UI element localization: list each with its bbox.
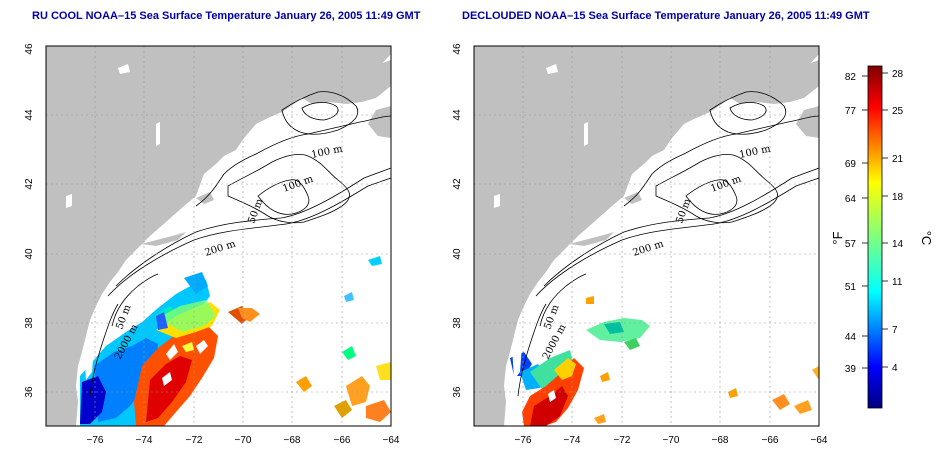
fahrenheit-tick-labels: 82 77 69 64 57 51 44 39	[845, 72, 857, 375]
lat-tick-label: 36	[24, 386, 35, 398]
colorbar-gradient	[867, 65, 883, 409]
lat-tick-label: 44	[452, 109, 463, 121]
lon-tick-label: −70	[235, 435, 252, 446]
fahrenheit-tick: 77	[845, 106, 857, 117]
fahrenheit-tick: 44	[845, 332, 857, 343]
fahrenheit-tick: 51	[845, 282, 857, 293]
right-grid	[474, 46, 819, 426]
lat-tick-label: 44	[24, 109, 35, 121]
lon-tick-label: −66	[762, 435, 779, 446]
celsius-unit-label: °C	[919, 231, 934, 246]
lat-tick-label: 40	[24, 248, 35, 260]
lon-tick-label: −64	[811, 435, 828, 446]
lon-tick-label: −64	[383, 435, 400, 446]
lon-tick-label: −68	[712, 435, 729, 446]
lat-tick-label: 46	[24, 43, 35, 55]
celsius-tick: 25	[892, 106, 904, 117]
right-map-frame	[473, 45, 820, 427]
celsius-tick: 21	[892, 154, 904, 165]
celsius-tick: 18	[892, 192, 904, 203]
left-lon-tick-labels: −76 −74 −72 −70 −68 −66 −64	[87, 435, 400, 446]
lon-tick-label: −68	[284, 435, 301, 446]
celsius-tick-labels: 28 25 21 18 14 11 7 4	[892, 69, 904, 374]
lat-tick-label: 42	[452, 178, 463, 190]
left-map-panel: 100 m 100 m 50 m 200 m 50 m 2000 m −76 −…	[24, 43, 400, 446]
lat-tick-label: 46	[452, 43, 463, 55]
right-panel-title: DECLOUDED NOAA–15 Sea Surface Temperatur…	[462, 10, 870, 22]
lon-tick-label: −76	[87, 435, 104, 446]
lon-tick-label: −70	[663, 435, 680, 446]
lon-tick-label: −76	[515, 435, 532, 446]
fahrenheit-tick: 69	[845, 159, 857, 170]
lat-tick-label: 36	[452, 386, 463, 398]
lat-tick-label: 38	[24, 317, 35, 329]
celsius-tick: 28	[892, 69, 904, 80]
right-lon-tick-labels: −76 −74 −72 −70 −68 −66 −64	[515, 435, 828, 446]
left-sst-data	[80, 256, 391, 426]
lon-tick-label: −74	[136, 435, 153, 446]
lat-tick-label: 40	[452, 248, 463, 260]
celsius-tick: 7	[892, 325, 898, 336]
lon-tick-label: −74	[564, 435, 581, 446]
celsius-tick: 14	[892, 239, 904, 250]
fahrenheit-tick: 57	[845, 239, 857, 250]
left-lat-tick-labels: 36 38 40 42 44 46	[24, 43, 35, 398]
left-map-frame	[45, 45, 392, 427]
lon-tick-label: −66	[334, 435, 351, 446]
fahrenheit-unit-label: °F	[830, 231, 845, 244]
celsius-tick: 4	[892, 363, 898, 374]
lon-tick-label: −72	[614, 435, 631, 446]
left-grid	[46, 46, 391, 426]
lat-tick-label: 38	[452, 317, 463, 329]
right-lat-tick-labels: 36 38 40 42 44 46	[452, 43, 463, 398]
colorbar: 82 77 69 64 57 51 44 39 28 25 21 18 14 1…	[830, 65, 934, 409]
lon-tick-label: −72	[186, 435, 203, 446]
celsius-tick: 11	[892, 277, 903, 288]
fahrenheit-tick: 82	[845, 72, 857, 83]
right-map-panel: 100 m 100 m 50 m 200 m 50 m 2000 m −76 −…	[452, 43, 828, 446]
lat-tick-label: 42	[24, 178, 35, 190]
fahrenheit-tick: 64	[845, 194, 857, 205]
fahrenheit-tick: 39	[845, 364, 857, 375]
left-panel-title: RU COOL NOAA–15 Sea Surface Temperature …	[32, 10, 421, 22]
